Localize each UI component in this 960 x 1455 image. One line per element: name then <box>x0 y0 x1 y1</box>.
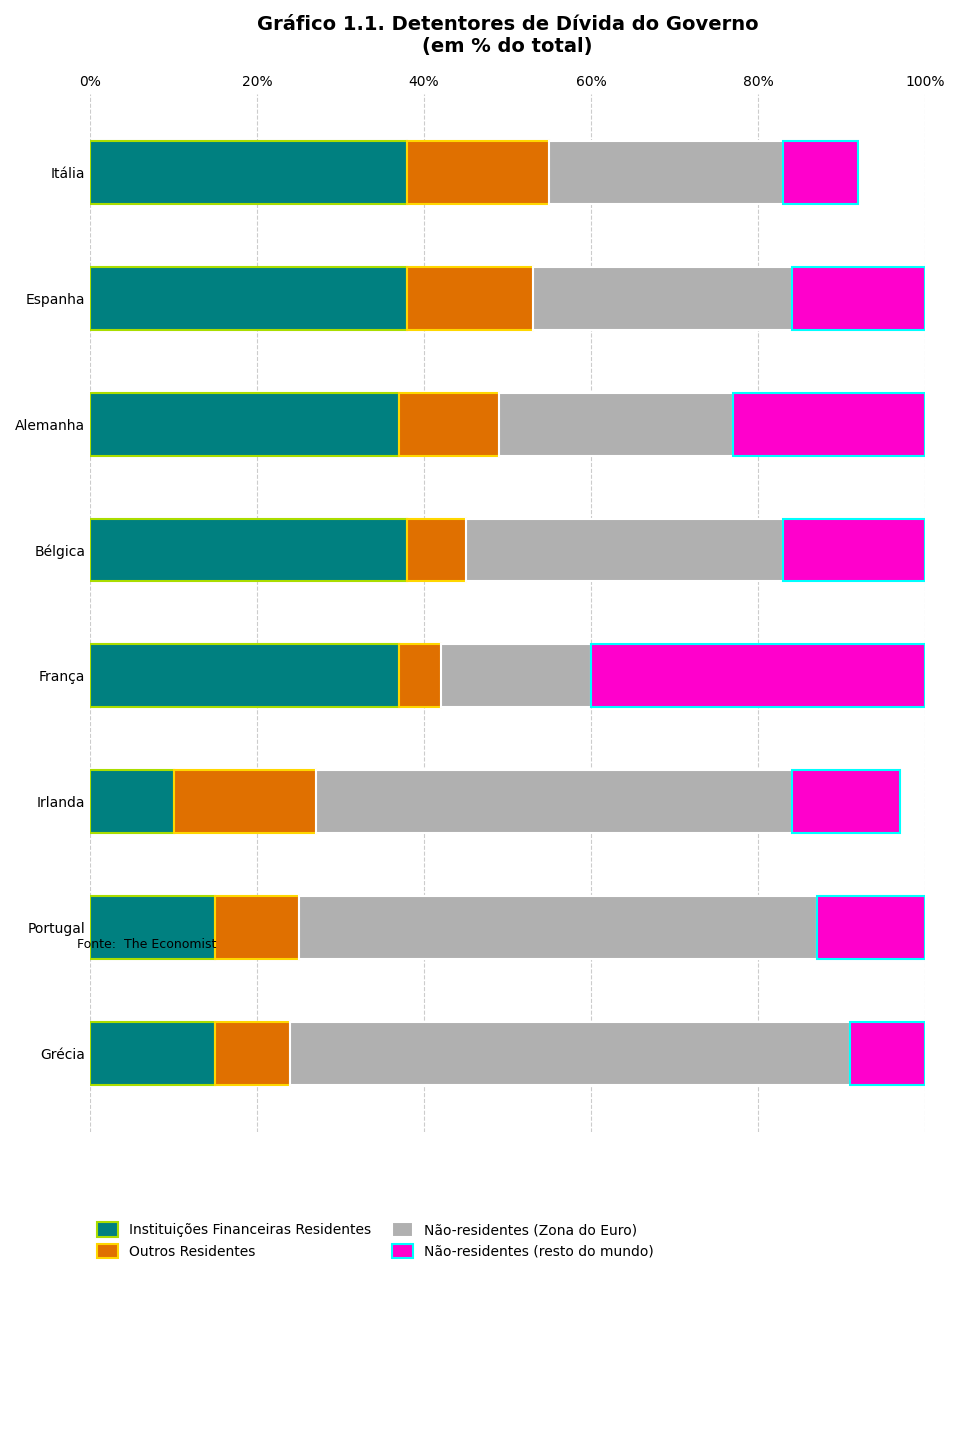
Legend: Instituições Financeiras Residentes, Outros Residentes, Não-residentes (Zona do : Instituições Financeiras Residentes, Out… <box>97 1222 654 1259</box>
Bar <box>792 266 925 330</box>
Bar <box>792 770 900 834</box>
Bar <box>407 518 466 582</box>
Bar <box>817 896 925 959</box>
Bar <box>591 645 925 707</box>
Bar <box>316 770 792 834</box>
Bar <box>533 266 792 330</box>
Bar <box>441 645 591 707</box>
Bar <box>90 645 399 707</box>
Bar <box>783 141 858 204</box>
Bar <box>215 1021 291 1085</box>
Bar <box>407 266 533 330</box>
Bar <box>399 645 441 707</box>
Bar <box>733 393 925 455</box>
Bar <box>90 393 399 455</box>
Bar <box>90 266 407 330</box>
Bar <box>499 393 733 455</box>
Bar <box>549 141 783 204</box>
Bar <box>783 518 925 582</box>
Bar <box>291 1021 850 1085</box>
Bar <box>90 1021 215 1085</box>
Bar <box>215 896 299 959</box>
Bar <box>90 896 215 959</box>
Bar <box>90 141 407 204</box>
Bar <box>466 518 783 582</box>
Bar <box>90 770 174 834</box>
Title: Gráfico 1.1. Detentores de Dívida do Governo
(em % do total): Gráfico 1.1. Detentores de Dívida do Gov… <box>257 15 758 55</box>
Bar <box>174 770 316 834</box>
Bar <box>407 141 549 204</box>
Bar <box>399 393 499 455</box>
Bar <box>850 1021 925 1085</box>
Bar <box>299 896 817 959</box>
Bar <box>90 518 407 582</box>
Text: Fonte:  The Economist: Fonte: The Economist <box>77 938 216 952</box>
